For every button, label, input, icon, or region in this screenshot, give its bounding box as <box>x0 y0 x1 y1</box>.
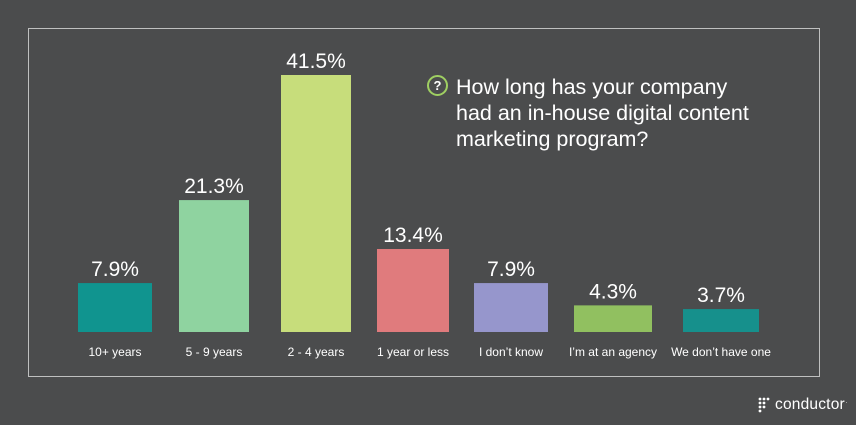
value-label-6: 3.7% <box>697 284 745 307</box>
bar-6 <box>683 309 759 332</box>
category-label-3: 1 year or less <box>377 345 449 359</box>
value-label-3: 13.4% <box>383 224 443 247</box>
chart-frame <box>28 28 820 377</box>
value-label-5: 4.3% <box>589 280 637 303</box>
bar-0 <box>78 283 152 332</box>
conductor-logo: conductor . <box>758 392 848 418</box>
question-mark-icon: ? <box>427 75 448 96</box>
category-label-6: We don’t have one <box>671 345 771 359</box>
category-label-5: I’m at an agency <box>569 345 657 359</box>
bar-1 <box>179 200 249 332</box>
value-label-4: 7.9% <box>487 258 535 281</box>
conductor-dots-icon <box>758 397 770 413</box>
category-label-1: 5 - 9 years <box>186 345 243 359</box>
bar-3 <box>377 249 449 332</box>
value-label-0: 7.9% <box>91 258 139 281</box>
bar-5 <box>574 305 652 332</box>
question-block: ? How long has your company had an in-ho… <box>427 74 767 152</box>
bar-4 <box>474 283 548 332</box>
category-label-4: I don’t know <box>479 345 543 359</box>
question-text: How long has your company had an in-hous… <box>456 75 749 151</box>
category-label-2: 2 - 4 years <box>288 345 345 359</box>
logo-trademark: . <box>845 399 848 405</box>
logo-text: conductor <box>775 396 845 413</box>
value-label-2: 41.5% <box>286 50 346 73</box>
category-label-0: 10+ years <box>88 345 141 359</box>
value-label-1: 21.3% <box>184 175 244 198</box>
bar-2 <box>281 75 351 332</box>
